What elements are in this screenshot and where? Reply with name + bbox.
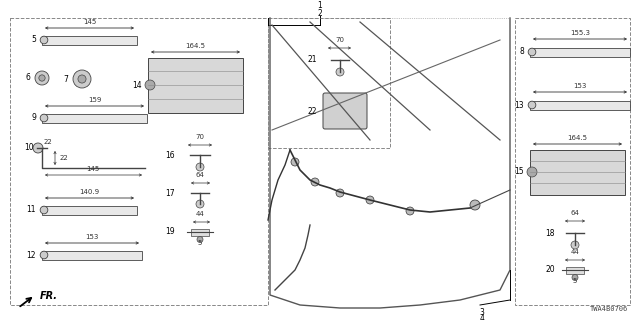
Text: 15: 15 bbox=[515, 167, 524, 177]
Circle shape bbox=[406, 207, 414, 215]
Bar bbox=[42, 251, 142, 260]
Bar bbox=[148, 58, 243, 113]
Text: 1: 1 bbox=[317, 2, 323, 11]
Text: 19: 19 bbox=[165, 228, 175, 236]
Circle shape bbox=[40, 36, 48, 44]
Circle shape bbox=[40, 206, 48, 214]
Circle shape bbox=[196, 163, 204, 171]
Text: 6: 6 bbox=[25, 74, 30, 83]
Text: 164.5: 164.5 bbox=[568, 135, 588, 141]
Circle shape bbox=[196, 200, 204, 208]
Bar bbox=[42, 36, 137, 44]
Text: 153: 153 bbox=[85, 234, 99, 240]
Bar bbox=[530, 100, 630, 109]
Circle shape bbox=[39, 75, 45, 81]
Text: 155.3: 155.3 bbox=[570, 30, 590, 36]
Circle shape bbox=[73, 70, 91, 88]
Text: 12: 12 bbox=[26, 251, 36, 260]
Text: 7: 7 bbox=[63, 75, 68, 84]
Bar bbox=[42, 114, 147, 123]
Text: 70: 70 bbox=[335, 37, 344, 43]
Text: 13: 13 bbox=[515, 100, 524, 109]
Text: 9: 9 bbox=[31, 114, 36, 123]
Text: 16: 16 bbox=[165, 150, 175, 159]
Text: 22: 22 bbox=[307, 107, 317, 116]
Text: 140.9: 140.9 bbox=[79, 189, 100, 195]
Circle shape bbox=[311, 178, 319, 186]
Text: 145: 145 bbox=[86, 166, 100, 172]
Text: 64: 64 bbox=[571, 210, 579, 216]
Circle shape bbox=[78, 75, 86, 83]
Circle shape bbox=[336, 189, 344, 197]
Text: TWA4B0706: TWA4B0706 bbox=[589, 306, 628, 312]
Text: 159: 159 bbox=[88, 97, 101, 103]
Text: 8: 8 bbox=[519, 47, 524, 57]
Text: 70: 70 bbox=[195, 134, 205, 140]
Text: 4: 4 bbox=[479, 314, 484, 320]
Bar bbox=[42, 205, 137, 214]
Circle shape bbox=[366, 196, 374, 204]
Bar bbox=[268, 18, 390, 148]
Text: 5: 5 bbox=[198, 240, 202, 246]
Circle shape bbox=[40, 114, 48, 122]
Text: 164.5: 164.5 bbox=[186, 43, 205, 49]
Circle shape bbox=[571, 241, 579, 249]
Text: 5: 5 bbox=[573, 278, 577, 284]
Circle shape bbox=[291, 158, 299, 166]
Text: 3: 3 bbox=[479, 308, 484, 317]
Text: 153: 153 bbox=[573, 83, 587, 89]
Bar bbox=[515, 18, 630, 305]
Text: 2: 2 bbox=[317, 10, 323, 19]
Circle shape bbox=[528, 101, 536, 109]
Bar bbox=[566, 267, 584, 274]
Text: 10: 10 bbox=[24, 143, 34, 153]
Text: 11: 11 bbox=[26, 205, 36, 214]
FancyBboxPatch shape bbox=[323, 93, 367, 129]
Bar bbox=[530, 47, 630, 57]
Text: 22: 22 bbox=[60, 155, 68, 161]
Text: 5: 5 bbox=[31, 36, 36, 44]
Circle shape bbox=[527, 167, 537, 177]
Circle shape bbox=[145, 80, 155, 90]
Text: 14: 14 bbox=[132, 81, 142, 90]
Text: 18: 18 bbox=[545, 228, 555, 237]
Bar bbox=[10, 18, 268, 305]
Text: FR.: FR. bbox=[40, 291, 58, 301]
Circle shape bbox=[336, 68, 344, 76]
Circle shape bbox=[197, 236, 203, 243]
Circle shape bbox=[33, 143, 43, 153]
Circle shape bbox=[572, 275, 578, 281]
Text: 17: 17 bbox=[165, 188, 175, 197]
Text: 20: 20 bbox=[545, 266, 555, 275]
Text: 64: 64 bbox=[196, 172, 204, 178]
Circle shape bbox=[35, 71, 49, 85]
Text: 22: 22 bbox=[44, 139, 52, 145]
Circle shape bbox=[470, 200, 480, 210]
Text: 145: 145 bbox=[83, 19, 96, 25]
Bar bbox=[191, 228, 209, 236]
Bar bbox=[530, 149, 625, 195]
Text: 44: 44 bbox=[571, 249, 579, 255]
Text: 21: 21 bbox=[307, 55, 317, 65]
Circle shape bbox=[528, 48, 536, 56]
Text: 44: 44 bbox=[196, 211, 204, 217]
Circle shape bbox=[40, 251, 48, 259]
